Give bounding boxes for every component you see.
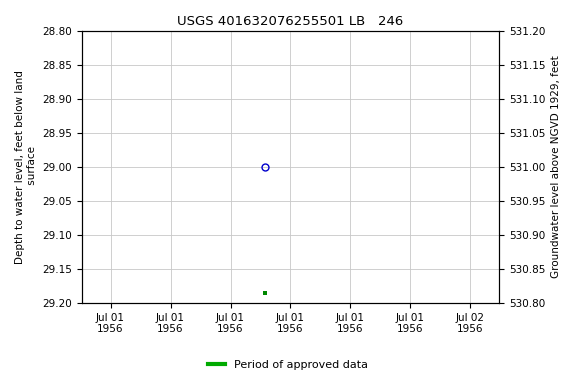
Legend: Period of approved data: Period of approved data (204, 356, 372, 375)
Y-axis label: Depth to water level, feet below land
 surface: Depth to water level, feet below land su… (15, 70, 37, 264)
Title: USGS 401632076255501 LB   246: USGS 401632076255501 LB 246 (177, 15, 404, 28)
Y-axis label: Groundwater level above NGVD 1929, feet: Groundwater level above NGVD 1929, feet (551, 55, 561, 278)
